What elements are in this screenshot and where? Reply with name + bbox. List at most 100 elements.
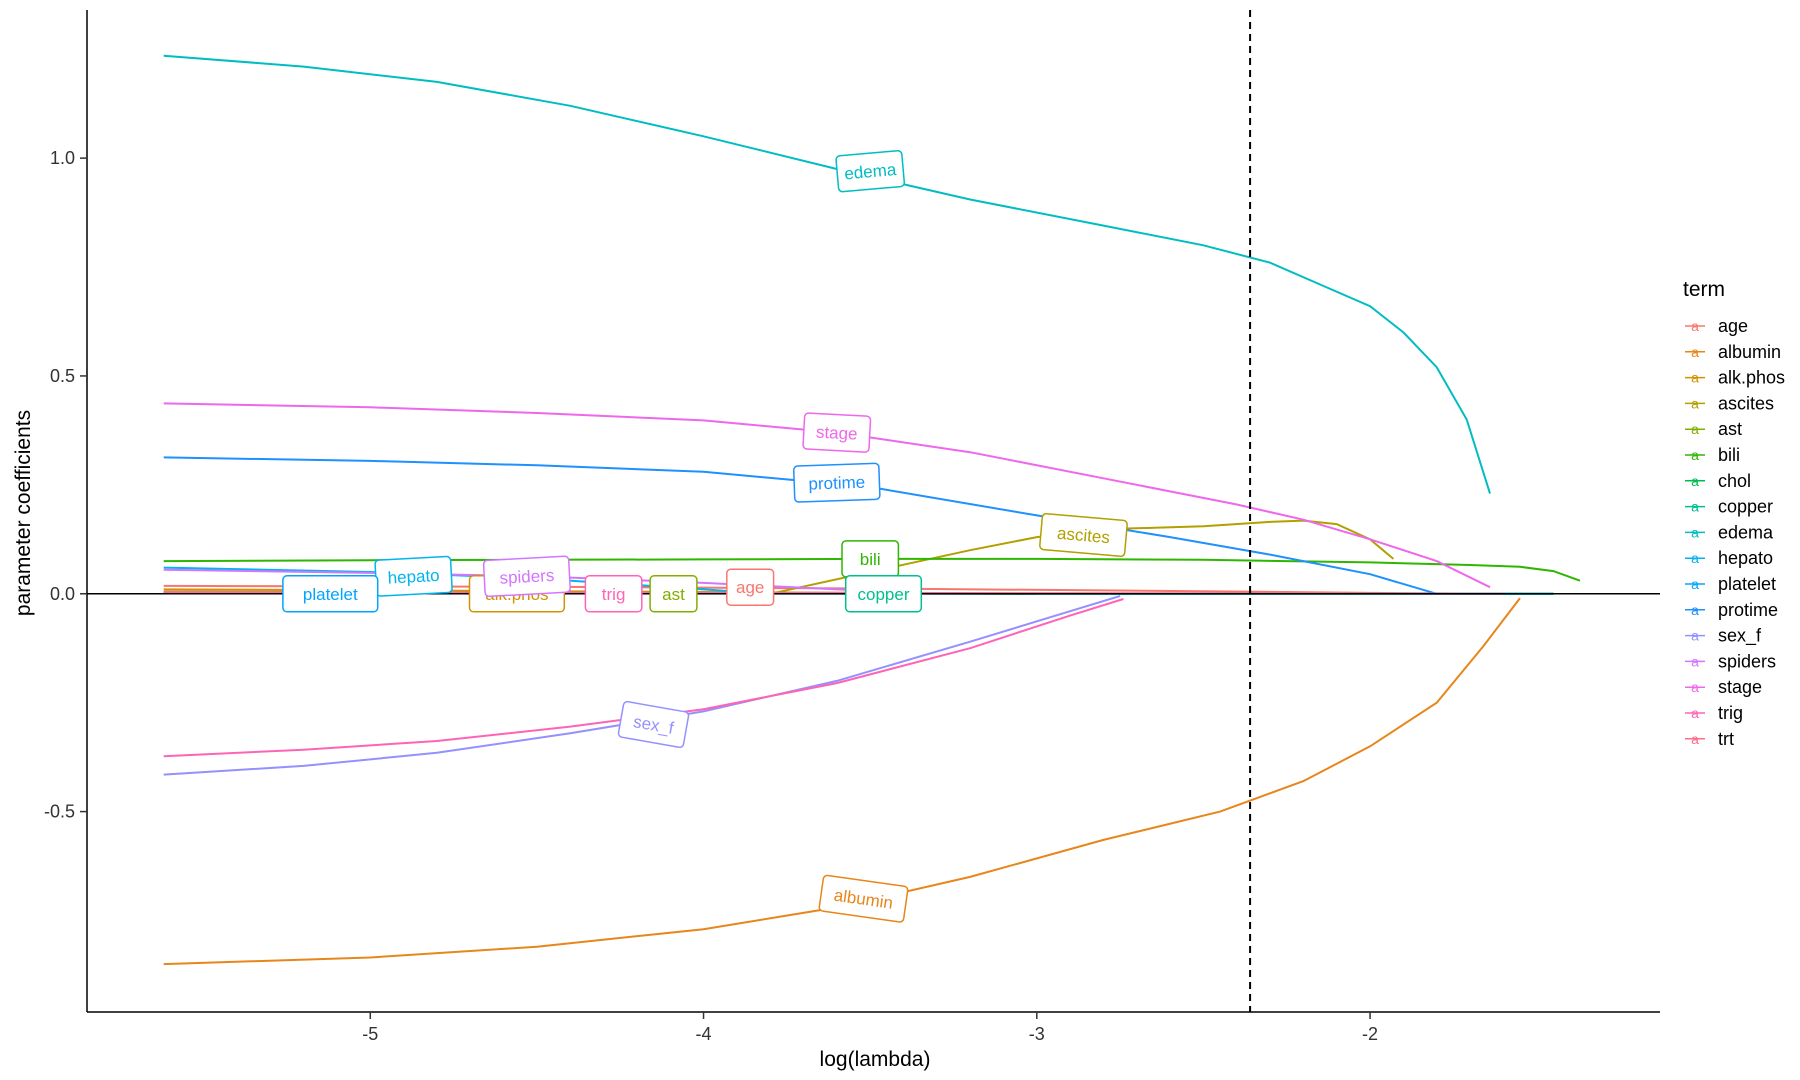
curve-label-stage: stage <box>802 412 872 453</box>
legend-item-spiders: a spiders <box>1685 651 1776 671</box>
legend-item-stage: a stage <box>1685 677 1762 697</box>
curve-label-box <box>482 555 571 598</box>
legend-key-glyph: a <box>1691 473 1699 489</box>
curve-label-box <box>282 575 379 613</box>
curve-label-trig: trig <box>584 575 643 613</box>
legend-item-alk.phos: a alk.phos <box>1685 368 1785 388</box>
curve-label-platelet: platelet <box>282 575 379 613</box>
legend-label: stage <box>1718 677 1762 697</box>
curve-label-box <box>792 462 881 503</box>
legend-label: trt <box>1718 729 1734 749</box>
legend-key-glyph: a <box>1691 550 1699 566</box>
legend-item-trig: a trig <box>1685 703 1743 723</box>
curve-label-text: ascites <box>1056 524 1110 548</box>
curve-label-box <box>649 575 698 613</box>
y-tick-label: 0.5 <box>50 366 75 386</box>
curve-label-box <box>617 700 690 749</box>
legend-item-hepato: a hepato <box>1685 548 1773 568</box>
legend-item-albumin: a albumin <box>1685 342 1781 362</box>
curve-label-layer: agealbuminalk.phosascitesastbilicoppered… <box>282 149 1128 923</box>
legend-item-copper: a copper <box>1685 497 1773 517</box>
curve-label-ast: ast <box>649 575 698 613</box>
legend-label: chol <box>1718 471 1751 491</box>
series-line-trig <box>163 598 1124 758</box>
series-line-ascites <box>769 519 1395 595</box>
legend-key-glyph: a <box>1691 447 1699 463</box>
x-tick-label: -3 <box>1029 1024 1045 1044</box>
curve-label-albumin: albumin <box>818 874 909 923</box>
legend-label: albumin <box>1718 342 1781 362</box>
legend-label: spiders <box>1718 651 1776 671</box>
curve-label-text: platelet <box>303 585 358 604</box>
legend-label: protime <box>1718 600 1778 620</box>
series-line-protime <box>163 456 1437 595</box>
legend-key-glyph: a <box>1691 628 1699 644</box>
legend-key-glyph: a <box>1691 653 1699 669</box>
legend-key-glyph: a <box>1691 499 1699 515</box>
y-tick-label: 0.0 <box>50 584 75 604</box>
legend-label: bili <box>1718 445 1740 465</box>
legend-title: term <box>1683 278 1725 301</box>
curve-label-spiders: spiders <box>482 555 571 598</box>
legend-label: ascites <box>1718 393 1774 413</box>
legend-key-glyph: a <box>1691 524 1699 540</box>
series-line-stage <box>163 402 1491 589</box>
legend-key-glyph: a <box>1691 344 1699 360</box>
legend-key-glyph: a <box>1691 421 1699 437</box>
curve-label-text: stage <box>816 423 859 444</box>
curve-label-box <box>726 568 775 606</box>
x-axis-title: log(lambda) <box>820 1048 931 1071</box>
legend-label: sex_f <box>1718 626 1762 647</box>
legend-key-glyph: a <box>1691 395 1699 411</box>
curve-label-box <box>835 149 906 193</box>
curve-label-age: age <box>726 568 775 606</box>
series-line-albumin <box>163 597 1521 966</box>
curve-label-bili: bili <box>841 540 900 578</box>
legend-item-ast: a ast <box>1685 419 1742 439</box>
y-tick-label: -0.5 <box>44 802 75 822</box>
legend-label: copper <box>1718 497 1773 517</box>
curve-label-box <box>844 575 923 613</box>
legend-item-bili: a bili <box>1685 445 1740 465</box>
legend-label: age <box>1718 316 1748 336</box>
legend-key-glyph: a <box>1691 576 1699 592</box>
legend-label: edema <box>1718 522 1774 542</box>
curve-label-text: spiders <box>499 566 555 588</box>
curve-label-text: trig <box>602 585 626 604</box>
series-layer <box>163 54 1581 966</box>
legend-item-age: a age <box>1685 316 1748 336</box>
curve-label-text: ast <box>662 585 685 604</box>
curve-label-hepato: hepato <box>374 555 453 597</box>
curve-label-edema: edema <box>835 149 906 193</box>
y-tick-label: 1.0 <box>50 148 75 168</box>
x-tick-label: -5 <box>362 1024 378 1044</box>
legend-item-trt: a trt <box>1685 729 1734 749</box>
legend-item-protime: a protime <box>1685 600 1778 620</box>
curve-label-text: age <box>736 578 764 597</box>
curve-label-text: copper <box>858 585 910 604</box>
curve-label-box <box>818 874 909 923</box>
legend-label: trig <box>1718 703 1743 723</box>
axes-layer: -5 -4 -3 -2 -0.5 0.0 0.5 1.0 <box>44 10 1660 1044</box>
legend-key-glyph: a <box>1691 602 1699 618</box>
legend-label: platelet <box>1718 574 1776 594</box>
legend-key-glyph: a <box>1691 370 1699 386</box>
legend-key-glyph: a <box>1691 318 1699 334</box>
legend-label: ast <box>1718 419 1742 439</box>
legend-key-glyph: a <box>1691 679 1699 695</box>
x-tick-label: -2 <box>1362 1024 1378 1044</box>
legend-key-glyph: a <box>1691 705 1699 721</box>
legend-label: hepato <box>1718 548 1773 568</box>
legend-item-edema: a edema <box>1685 522 1774 542</box>
curve-label-text: bili <box>860 550 881 569</box>
curve-label-box <box>584 575 643 613</box>
curve-label-protime: protime <box>792 462 881 503</box>
curve-label-box <box>1039 512 1128 558</box>
legend: term a age a albumin a alk.phos a ascites a ast a bi… <box>1683 278 1785 749</box>
curve-label-copper: copper <box>844 575 923 613</box>
legend-label: alk.phos <box>1718 368 1785 388</box>
series-line-sex_f <box>163 595 1121 776</box>
legend-item-platelet: a platelet <box>1685 574 1776 594</box>
legend-item-chol: a chol <box>1685 471 1751 491</box>
